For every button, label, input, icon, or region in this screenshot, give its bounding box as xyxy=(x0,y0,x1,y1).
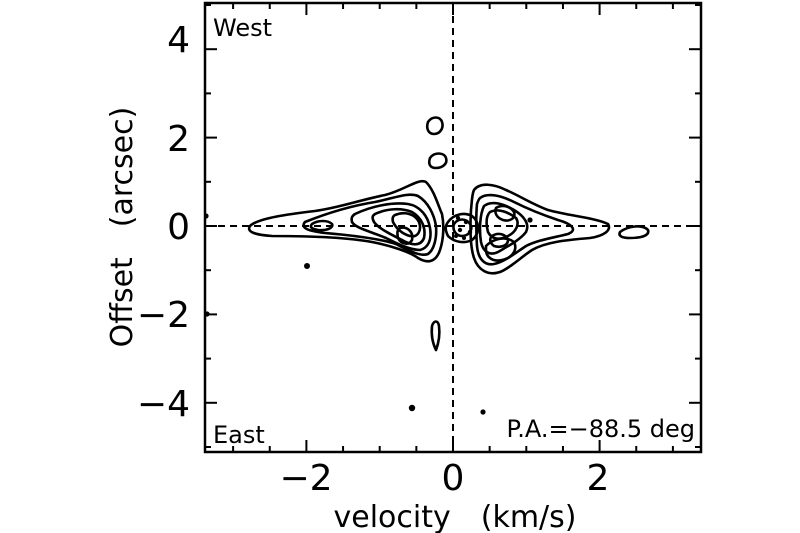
y-tick-label: 0 xyxy=(167,207,190,248)
contour-dot-2 xyxy=(408,404,416,412)
contour-dot-3 xyxy=(480,409,486,415)
annotation-position-angle: P.A.=−88.5 deg xyxy=(506,415,695,443)
x-tick-label: −2 xyxy=(279,458,332,499)
contour-lower-knot xyxy=(430,320,441,352)
y-tick-label: −2 xyxy=(137,295,190,336)
contour-blue-6 xyxy=(396,226,414,245)
contour-layer xyxy=(205,116,650,415)
central-source xyxy=(444,212,480,244)
x-axis-label: velocity (km/s) xyxy=(334,500,577,533)
contour-blue-4 xyxy=(371,207,426,246)
contour-dot-1 xyxy=(304,263,310,269)
y-tick-label: 4 xyxy=(167,20,190,61)
x-tick-labels: −2 0 2 xyxy=(279,458,609,499)
y-tick-label: 2 xyxy=(167,119,190,160)
contour-upper-knot-1 xyxy=(425,116,444,136)
contour-blue-2 xyxy=(302,193,438,256)
contour-blue-3 xyxy=(350,202,432,252)
y-axis-label: Offset (arcsec) xyxy=(105,107,140,348)
annotation-west: West xyxy=(213,14,272,42)
contour-dot-4 xyxy=(527,217,533,223)
contour-upper-knot-2 xyxy=(427,152,448,170)
y-tick-label: −4 xyxy=(137,384,190,425)
contour-outer-red-knot xyxy=(618,225,650,240)
contour-blue-small xyxy=(309,219,334,232)
contour-blue-outer xyxy=(247,179,445,263)
contour-red-outer xyxy=(469,183,611,275)
x-tick-label: 0 xyxy=(442,458,465,499)
contour-red-5 xyxy=(494,204,516,222)
y-tick-labels: 4 2 0 −2 −4 xyxy=(137,20,190,425)
contour-red-2 xyxy=(474,193,575,266)
axis-ticks xyxy=(205,3,701,452)
annotation-east: East xyxy=(213,421,265,449)
x-tick-label: 2 xyxy=(587,458,610,499)
contour-red-lower-arc xyxy=(484,237,517,262)
contour-blue-5 xyxy=(391,211,422,238)
